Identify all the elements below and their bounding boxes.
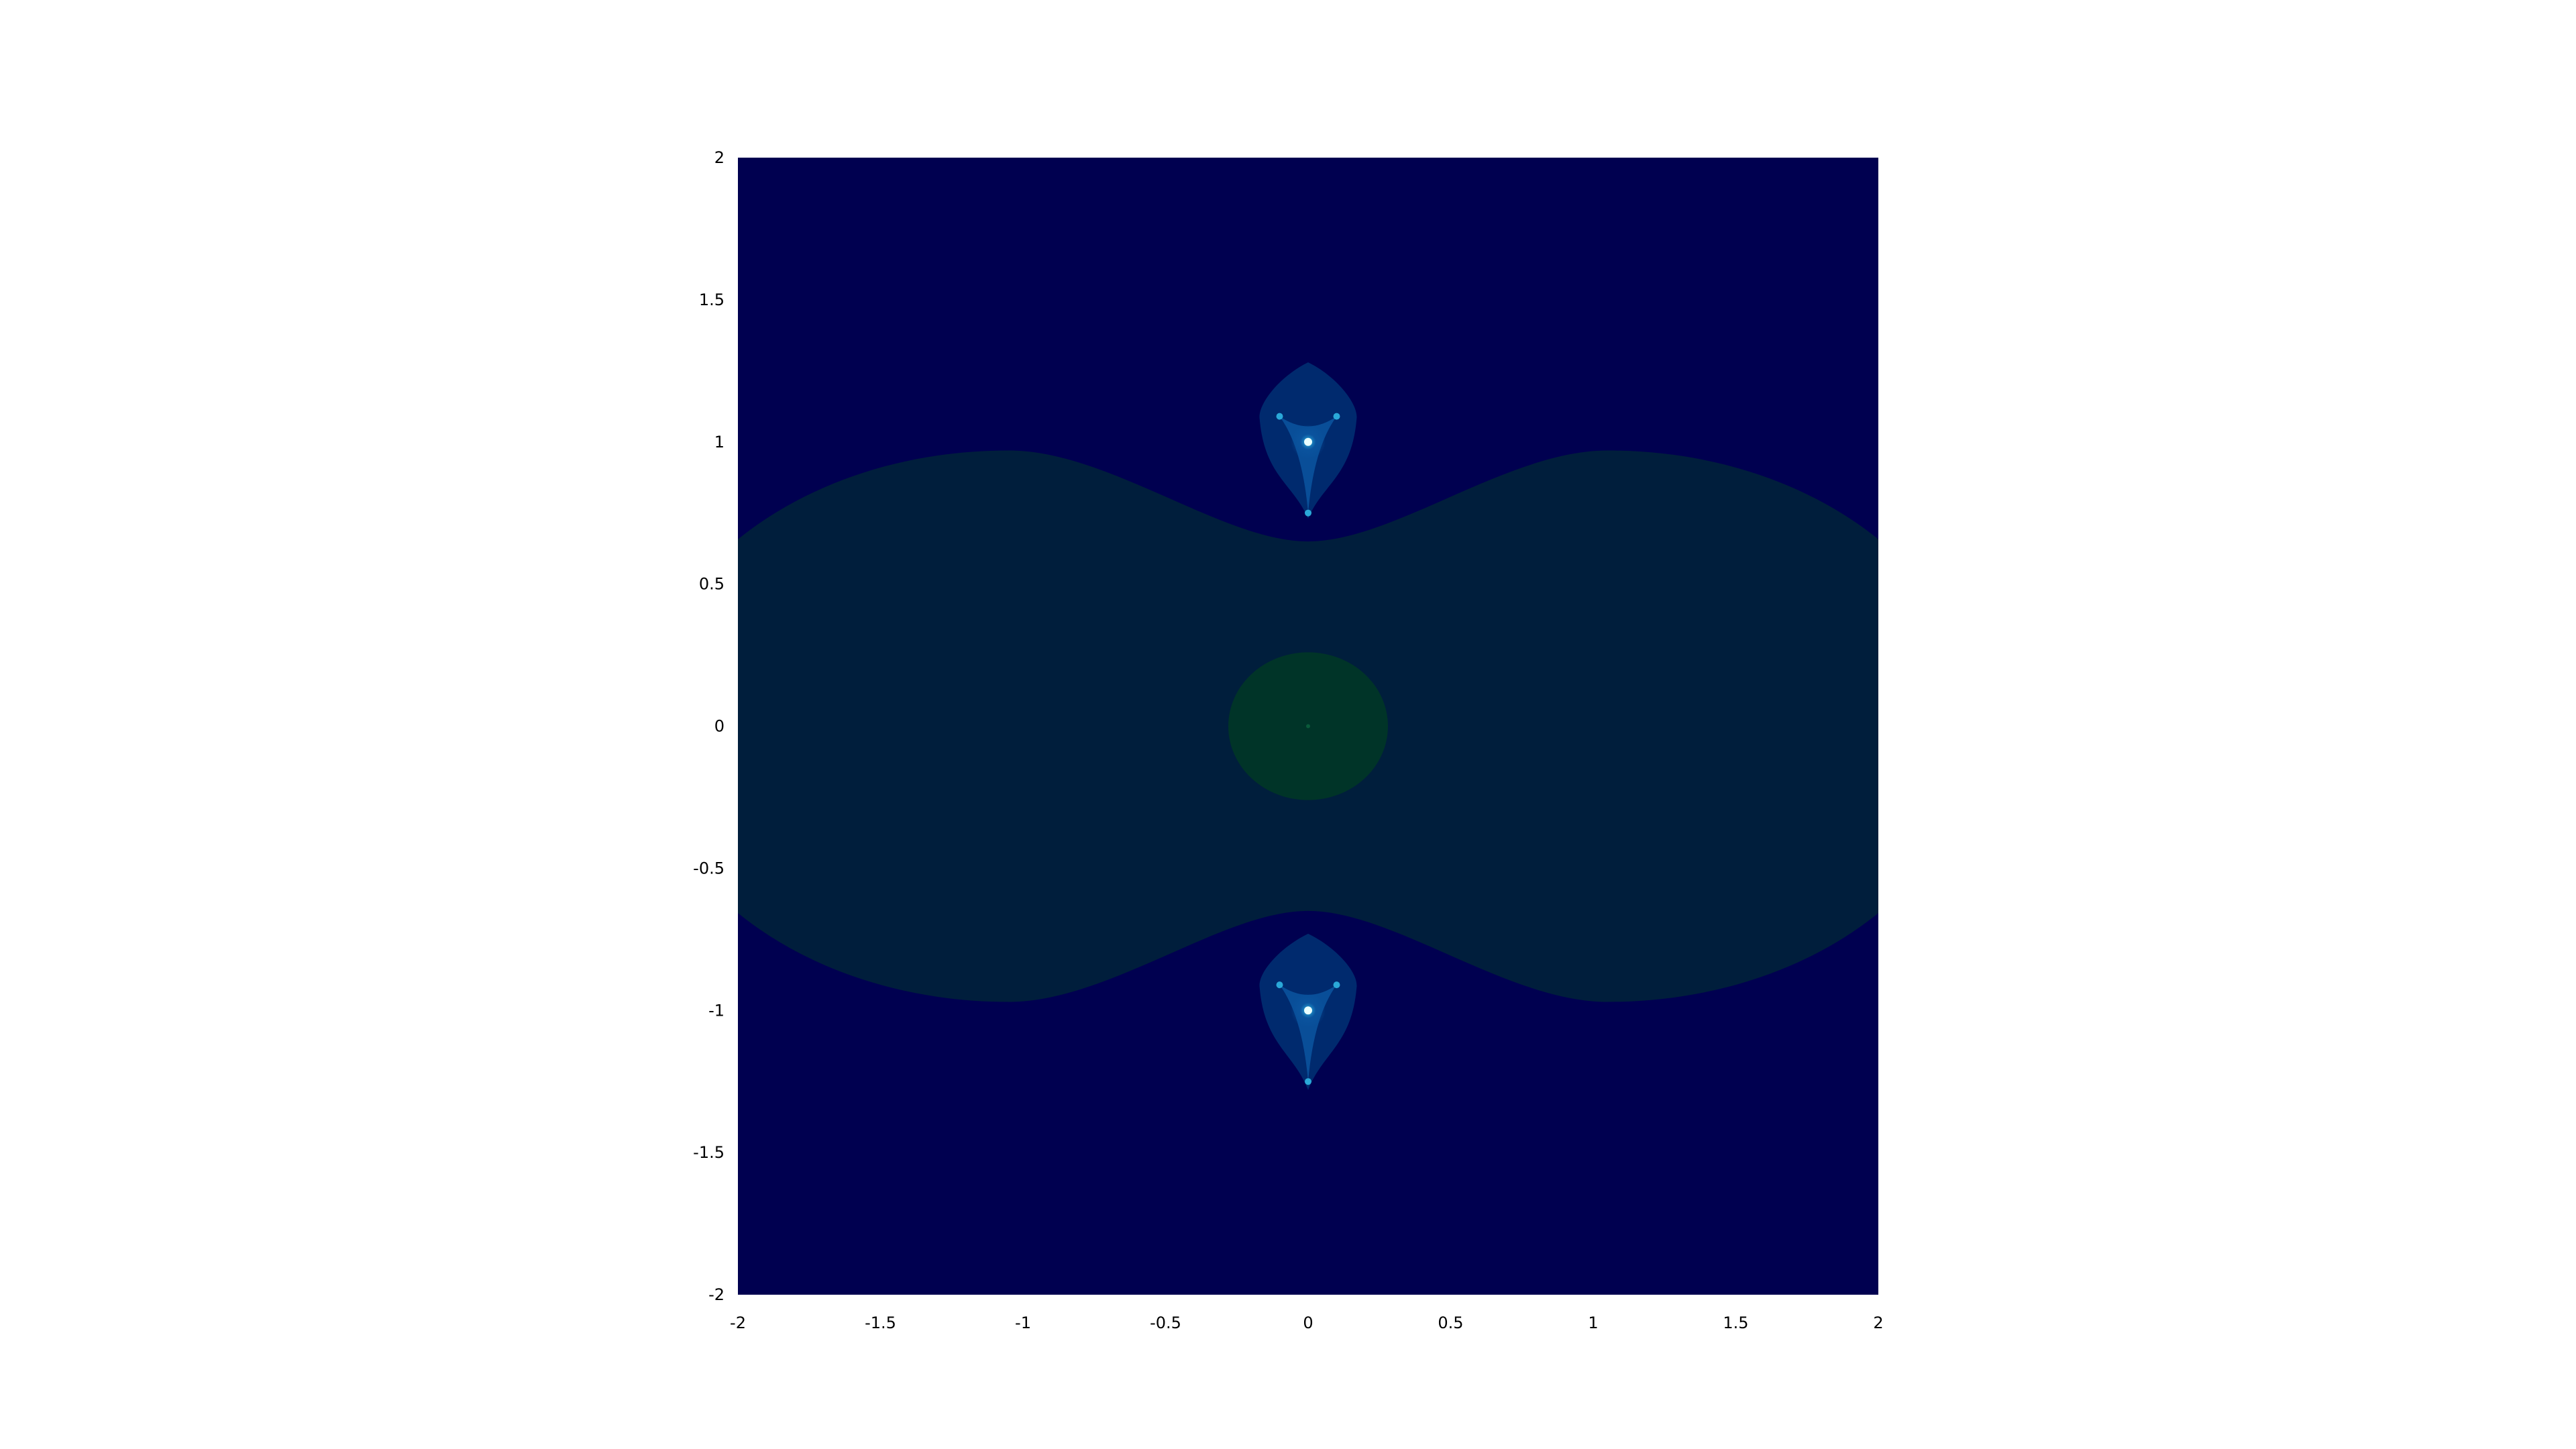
y-tick-label: -0.5: [693, 859, 724, 877]
bulb-tip-upper-bulb: [1276, 413, 1283, 420]
x-tick-label: -1.5: [865, 1313, 896, 1332]
x-tick-label: 1: [1588, 1313, 1598, 1332]
bulb-tip-lower-bulb: [1276, 981, 1283, 989]
y-tick-label: -2: [708, 1285, 724, 1304]
x-tick-label: 0: [1303, 1313, 1313, 1332]
bulb-tip-lower-bulb: [1333, 981, 1340, 989]
bulb-center-upper-bulb: [1304, 437, 1312, 446]
y-tick-label: 1.5: [699, 290, 724, 309]
regions-layer: [738, 362, 1878, 1090]
x-tick-label: -0.5: [1150, 1313, 1181, 1332]
x-tick-label: -1: [1015, 1313, 1031, 1332]
y-tick-label: 0.5: [699, 575, 724, 594]
x-tick-label: 0.5: [1438, 1313, 1463, 1332]
y-tick-label: -1.5: [693, 1143, 724, 1162]
x-axis: -2 -1.5 -1 -0.5 0 0.5 1 1.5 2: [730, 1313, 1884, 1332]
bulb-tip-upper-bulb: [1305, 509, 1311, 517]
bulb-tip-lower-bulb: [1305, 1078, 1311, 1085]
y-tick-label: 1: [714, 433, 724, 451]
x-tick-label: 1.5: [1723, 1313, 1748, 1332]
plot-area: [738, 158, 1878, 1295]
bulb-tip-upper-bulb: [1333, 413, 1340, 420]
center-point: [1306, 724, 1310, 729]
y-tick-label: -1: [708, 1001, 724, 1020]
x-tick-label: 2: [1873, 1313, 1883, 1332]
x-tick-label: -2: [730, 1313, 746, 1332]
bulb-center-lower-bulb: [1304, 1006, 1312, 1015]
y-tick-label: 0: [714, 717, 724, 736]
y-axis: 2 1.5 1 0.5 0 -0.5 -1 -1.5 -2: [693, 148, 724, 1304]
y-tick-label: 2: [714, 148, 724, 167]
